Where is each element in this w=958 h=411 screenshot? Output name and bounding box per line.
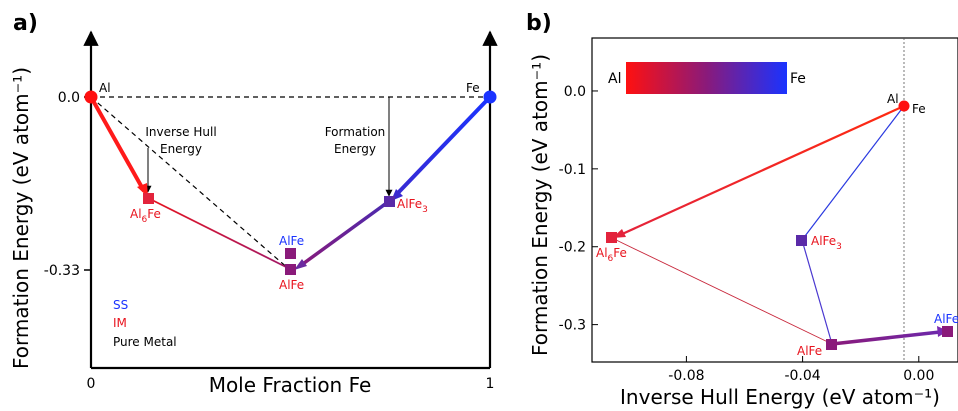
panel-a-xtick-label: 0: [87, 376, 96, 392]
panel-a-ytick-label: -0.33: [44, 263, 80, 279]
inverse-hull-energy-label: Inverse Hull: [145, 125, 216, 139]
panel-b-path-alfe3-to-alfe: [801, 239, 833, 345]
panel-b-point-al-fe: [898, 100, 910, 112]
panel-a-legend-ss: SS: [113, 298, 128, 312]
panel-b-xtick-label: 0.00: [903, 368, 934, 384]
panel-b-point-alfe-im: [826, 339, 837, 350]
panel-a-legend-im: IM: [113, 316, 127, 330]
colorbar: [626, 62, 787, 94]
panel-a-label-al6fe: Al6Fe: [130, 207, 161, 225]
panel-a-xtick-label: 1: [486, 376, 495, 392]
panel-b-label-alfe-im: AlFe: [797, 344, 822, 358]
panel-b-y-title: Formation Energy (eV atom⁻¹): [528, 54, 552, 356]
panel-a-hull-dashed-line: [90, 96, 291, 271]
panel-a-path-alfe3-to-alfe: [298, 200, 390, 268]
panel-b: b) 0.0 -0.1 -0.2 -0.3 -0.08 -0.04 0.00 Invers…: [526, 11, 958, 409]
panel-a-point-fe: [483, 90, 497, 104]
panel-a-point-al: [84, 90, 98, 104]
panel-b-path-al-to-al6fe: [619, 104, 905, 237]
panel-b-point-al6fe: [606, 232, 617, 243]
panel-a-x-title: Mole Fraction Fe: [209, 373, 372, 397]
panel-b-ytick-label: -0.2: [559, 240, 586, 256]
colorbar-right-label: Fe: [790, 71, 806, 87]
panel-a-point-alfe-im: [285, 264, 296, 275]
panel-a-label-alfe-im: AlFe: [279, 278, 304, 292]
inverse-hull-energy-label: Energy: [160, 142, 202, 156]
panel-b-xtick-label: -0.08: [668, 368, 704, 384]
panel-b-path-al6fe-to-alfe: [611, 237, 833, 345]
panel-a-path-al6fe-to-alfe: [147, 197, 289, 269]
colorbar-left-label: Al: [608, 71, 621, 87]
panel-b-label-fe: Fe: [912, 102, 926, 116]
panel-b-x-title: Inverse Hull Energy (eV atom⁻¹): [620, 385, 940, 409]
panel-b-point-alfe3: [796, 235, 807, 246]
panel-b-label: b): [526, 11, 552, 36]
panel-b-xtick-label: -0.04: [784, 368, 820, 384]
panel-a-path-fe-to-alfe3: [394, 95, 492, 197]
formation-energy-label: Energy: [334, 142, 376, 156]
panel-b-ytick-label: 0.0: [564, 84, 586, 100]
panel-b-label-alfe3: AlFe3: [811, 234, 842, 252]
panel-a: a) 0.0 -0.33 0 1 Mole Fraction Fe Format…: [9, 11, 498, 397]
panel-b-point-alfe-ss: [942, 326, 953, 337]
panel-b-label-al6fe: Al6Fe: [596, 246, 627, 264]
panel-a-label-fe: Fe: [466, 81, 480, 95]
panel-a-label-alfe-ss: AlFe: [279, 234, 304, 248]
panel-a-ytick-label: 0.0: [58, 90, 80, 106]
panel-b-path-alfe-to-alfe-ss: [831, 330, 941, 346]
panel-b-label-alfe-ss: AlFe: [934, 312, 958, 326]
panel-a-label: a): [13, 11, 38, 36]
panel-a-label-al: Al: [99, 81, 111, 95]
formation-energy-label: Formation: [325, 125, 386, 139]
panel-a-path-al-to-al6fe: [89, 96, 146, 192]
panel-a-point-al6fe: [143, 193, 154, 204]
panel-a-point-alfe3: [384, 196, 395, 207]
panel-a-y-title: Formation Energy (eV atom⁻¹): [9, 67, 33, 369]
panel-b-ytick-label: -0.1: [559, 162, 586, 178]
panel-a-legend-pure-metal: Pure Metal: [113, 335, 177, 349]
panel-a-label-alfe3: AlFe3: [397, 197, 428, 215]
panel-b-ytick-label: -0.3: [559, 318, 586, 334]
panel-b-path-fe-to-alfe3: [801, 105, 905, 241]
panel-b-plot-frame: [591, 37, 958, 363]
panel-b-label-al: Al: [887, 92, 899, 106]
panel-a-arrowhead: [294, 259, 307, 270]
panel-a-point-alfe-ss: [285, 248, 296, 259]
